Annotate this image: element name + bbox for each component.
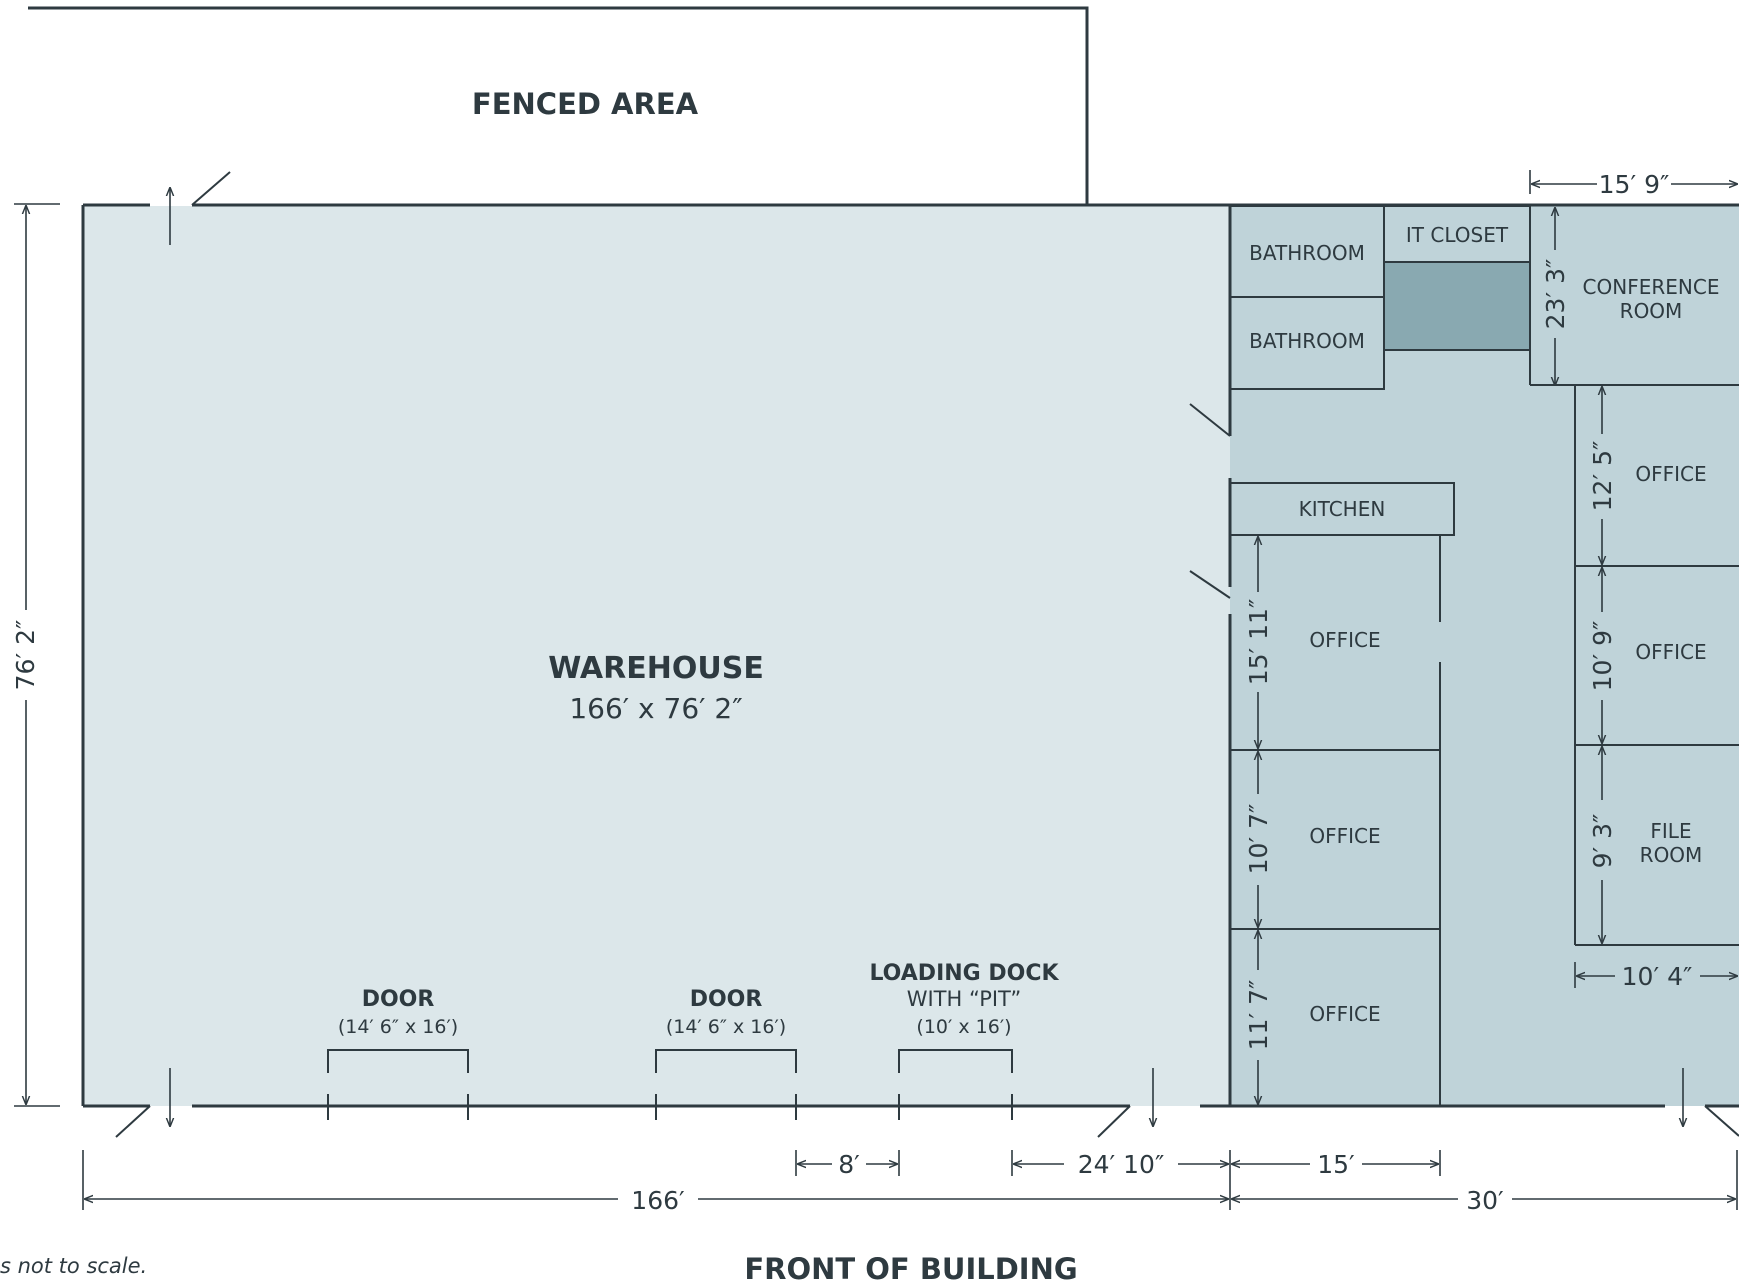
office-label: OFFICE xyxy=(1309,824,1380,848)
bathroom-label: BATHROOM xyxy=(1249,241,1365,265)
door-size: (14′ 6″ x 16′) xyxy=(666,1016,786,1038)
dimension-label: 10′ 9″ xyxy=(1588,621,1617,692)
dimension-label: 15′ 9″ xyxy=(1599,170,1670,199)
dimension-label: 76′ 2″ xyxy=(11,620,40,691)
office-label: OFFICE xyxy=(1635,640,1706,664)
office-section xyxy=(1230,206,1739,1106)
loading-dock-subtitle: WITH “PIT” xyxy=(907,987,1022,1011)
warehouse-size: 166′ x 76′ 2″ xyxy=(569,692,742,725)
dimension-label: 24′ 10″ xyxy=(1078,1150,1165,1179)
door-size: (14′ 6″ x 16′) xyxy=(338,1016,458,1038)
dimension-label: 15′ 11″ xyxy=(1244,599,1273,686)
dimension-label: 12′ 5″ xyxy=(1588,441,1617,512)
it-closet-block xyxy=(1384,262,1530,350)
office-label: OFFICE xyxy=(1309,1002,1380,1026)
warehouse-area xyxy=(83,206,1230,1106)
fenced-area-label: FENCED AREA xyxy=(472,87,699,121)
door-title: DOOR xyxy=(690,987,763,1012)
loading-dock-title: LOADING DOCK xyxy=(869,961,1059,986)
loading-dock-size: (10′ x 16′) xyxy=(916,1016,1011,1038)
kitchen-label: KITCHEN xyxy=(1299,497,1386,521)
dimension-label: 30′ xyxy=(1466,1186,1504,1215)
fenced-area: FENCED AREA xyxy=(28,6,1089,205)
office-label: OFFICE xyxy=(1635,462,1706,486)
dimension-label: 23′ 3″ xyxy=(1541,259,1570,330)
interior-walls xyxy=(1228,205,1739,1106)
office-label: OFFICE xyxy=(1309,628,1380,652)
bathroom-label: BATHROOM xyxy=(1249,329,1365,353)
dimension-labels: 15′ 9″ 76′ 2″ 23′ 3″ 12′ 5″ 10′ 9″ 9′ 3″… xyxy=(11,170,1692,1215)
dimension-label: 10′ 7″ xyxy=(1244,804,1273,875)
file-room-label: ROOM xyxy=(1640,843,1703,867)
conference-room-label: ROOM xyxy=(1620,299,1683,323)
door-title: DOOR xyxy=(362,987,435,1012)
dimension-label: 15′ xyxy=(1317,1150,1355,1179)
door-labels: DOOR (14′ 6″ x 16′) DOOR (14′ 6″ x 16′) … xyxy=(338,961,1060,1038)
door-openings xyxy=(327,1049,1013,1120)
dimension-label: 8′ xyxy=(838,1150,860,1179)
exit-arrows xyxy=(170,188,1683,1126)
scale-note: s not to scale. xyxy=(0,1254,147,1278)
dimension-lines xyxy=(14,170,1737,1210)
dimension-label: 11′ 7″ xyxy=(1244,980,1273,1051)
file-room-label: FILE xyxy=(1650,819,1691,843)
warehouse-label: WAREHOUSE xyxy=(548,651,764,686)
front-of-building-label: FRONT OF BUILDING xyxy=(744,1252,1077,1282)
dimension-label: 166′ xyxy=(631,1186,685,1215)
dimension-label: 9′ 3″ xyxy=(1588,814,1617,869)
door-swings xyxy=(115,171,1739,1138)
conference-room-label: CONFERENCE xyxy=(1583,275,1720,299)
dimension-label: 10′ 4″ xyxy=(1622,962,1693,991)
it-closet-label: IT CLOSET xyxy=(1406,223,1509,247)
room-labels: WAREHOUSE 166′ x 76′ 2″ BATHROOM BATHROO… xyxy=(548,223,1719,1026)
